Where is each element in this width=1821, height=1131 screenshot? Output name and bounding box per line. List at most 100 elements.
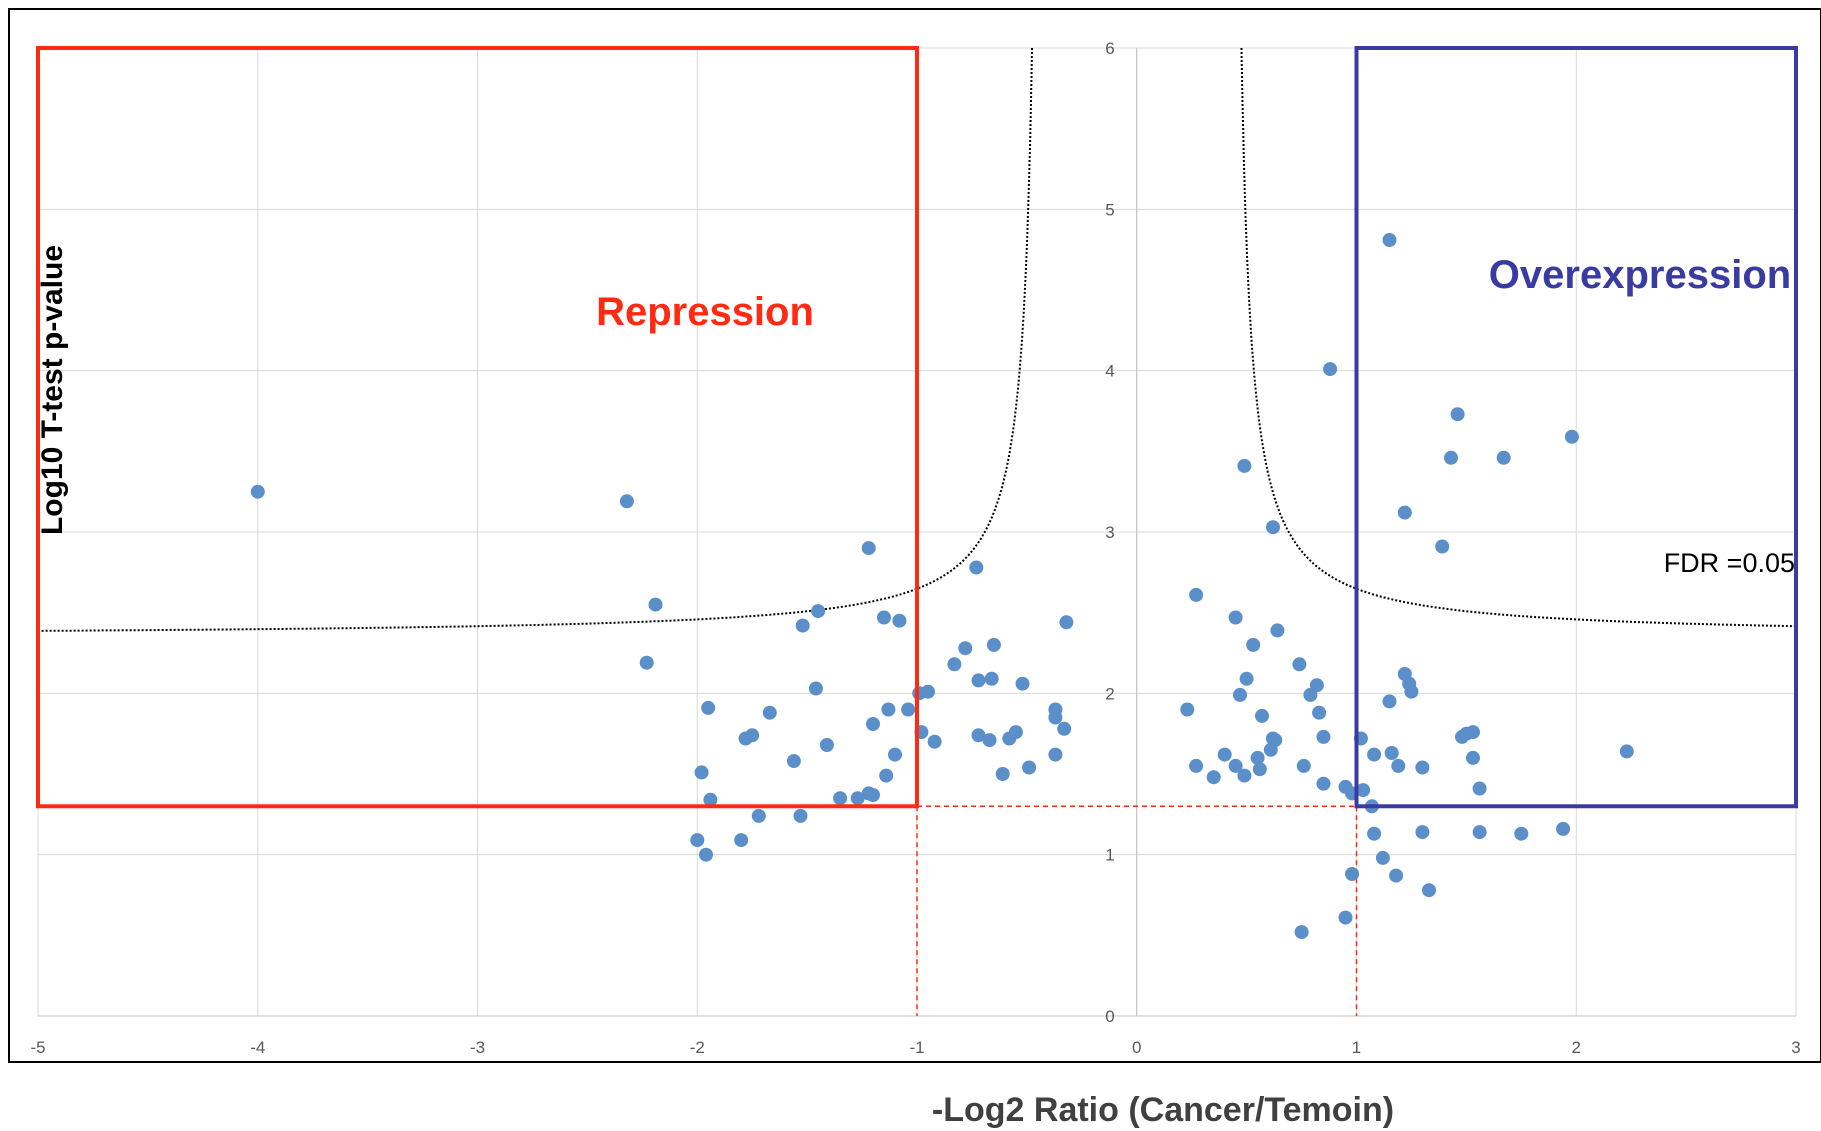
- data-point: [1382, 233, 1397, 247]
- data-point: [699, 847, 713, 862]
- data-point: [866, 788, 880, 802]
- data-point: [921, 684, 935, 699]
- data-point: [1496, 450, 1511, 465]
- data-point: [1015, 676, 1030, 691]
- data-point: [986, 637, 1001, 652]
- data-point: [1391, 758, 1406, 773]
- data-point: [969, 560, 984, 575]
- data-point: [1435, 539, 1450, 554]
- data-point: [1266, 520, 1280, 535]
- data-point: [947, 657, 962, 672]
- data-point: [995, 767, 1010, 781]
- data-point: [1397, 505, 1412, 520]
- fdr-curve-right: [1240, 48, 1797, 628]
- fdr-curves: [37, 48, 1797, 632]
- data-point: [1233, 687, 1247, 702]
- data-point: [786, 754, 801, 769]
- data-point: [1384, 746, 1399, 760]
- data-point: [1263, 742, 1278, 757]
- data-point: [1466, 725, 1480, 740]
- data-point: [694, 765, 709, 780]
- data-point: [1252, 762, 1267, 777]
- x-tick-label: 0: [1132, 1038, 1141, 1057]
- data-point: [1189, 758, 1204, 773]
- x-tick-label: -5: [30, 1038, 45, 1057]
- data-point: [1415, 825, 1430, 840]
- data-point: [1312, 705, 1327, 720]
- fdr-curve-left: [37, 48, 1033, 632]
- data-point: [1022, 760, 1037, 775]
- data-point: [1270, 623, 1285, 638]
- data-point: [793, 808, 808, 823]
- data-point: [892, 613, 907, 628]
- data-point: [1514, 826, 1529, 841]
- data-point: [703, 792, 718, 807]
- y-axis-ticks: 0 1 2 3 4 5 6: [1105, 39, 1114, 1026]
- data-point: [1189, 587, 1204, 602]
- data-point: [1239, 671, 1254, 686]
- data-point: [1296, 758, 1311, 773]
- data-point: [619, 494, 634, 509]
- data-point: [1397, 667, 1412, 681]
- data-point: [1059, 615, 1074, 630]
- y-tick-label: 6: [1105, 39, 1114, 58]
- data-point: [958, 641, 973, 656]
- data-point: [881, 702, 896, 717]
- repression-region: [36, 46, 919, 809]
- data-point: [1316, 729, 1331, 744]
- y-axis-label: Log10 T-test p-value: [36, 245, 69, 535]
- data-point: [751, 808, 766, 823]
- data-point: [1375, 850, 1390, 865]
- data-point: [1237, 458, 1252, 473]
- data-point: [1206, 770, 1221, 785]
- data-point: [1455, 729, 1469, 744]
- data-point: [1316, 776, 1331, 791]
- x-tick-label: -1: [909, 1038, 924, 1057]
- data-point: [1356, 783, 1371, 798]
- data-point: [1415, 760, 1430, 775]
- threshold-lines: [916, 805, 1358, 1016]
- data-point: [1389, 868, 1404, 883]
- x-tick-label: -2: [690, 1038, 705, 1057]
- data-point: [1255, 708, 1269, 723]
- repression-label: Repression: [596, 290, 814, 334]
- data-point: [1564, 429, 1579, 444]
- data-point: [1048, 710, 1063, 725]
- data-point: [819, 738, 834, 752]
- data-point: [861, 541, 876, 556]
- data-point: [1228, 758, 1243, 773]
- x-tick-label: 1: [1352, 1038, 1361, 1057]
- data-point: [971, 673, 986, 688]
- data-point: [1323, 362, 1338, 377]
- y-tick-label: 1: [1105, 846, 1114, 865]
- data-point: [1619, 744, 1634, 759]
- y-tick-label: 5: [1105, 200, 1114, 219]
- data-point: [984, 671, 999, 686]
- data-point: [901, 702, 916, 717]
- data-point: [1303, 687, 1318, 702]
- data-point: [1382, 694, 1397, 709]
- data-point: [879, 768, 894, 783]
- y-tick-label: 2: [1105, 684, 1114, 703]
- overexpression-label: Overexpression: [1489, 253, 1791, 297]
- data-point: [982, 733, 997, 748]
- data-point: [701, 700, 716, 715]
- data-point: [888, 747, 902, 762]
- data-point: [1246, 637, 1261, 652]
- data-point: [734, 833, 749, 848]
- x-tick-label: -4: [250, 1038, 265, 1057]
- data-point: [1048, 747, 1063, 762]
- data-point: [866, 717, 880, 731]
- x-axis-ticks: -5 -4 -3 -2 -1 0 1 2 3: [30, 1038, 1800, 1057]
- data-point: [1404, 684, 1419, 699]
- data-point: [1422, 883, 1436, 898]
- y-tick-label: 3: [1105, 523, 1114, 542]
- data-point: [795, 618, 810, 633]
- data-point: [1057, 721, 1072, 736]
- data-point: [927, 734, 942, 749]
- data-point: [1450, 407, 1465, 422]
- data-point: [1292, 657, 1307, 672]
- x-axis-label: -Log2 Ratio (Cancer/Temoin): [932, 1091, 1394, 1129]
- data-point: [877, 610, 891, 625]
